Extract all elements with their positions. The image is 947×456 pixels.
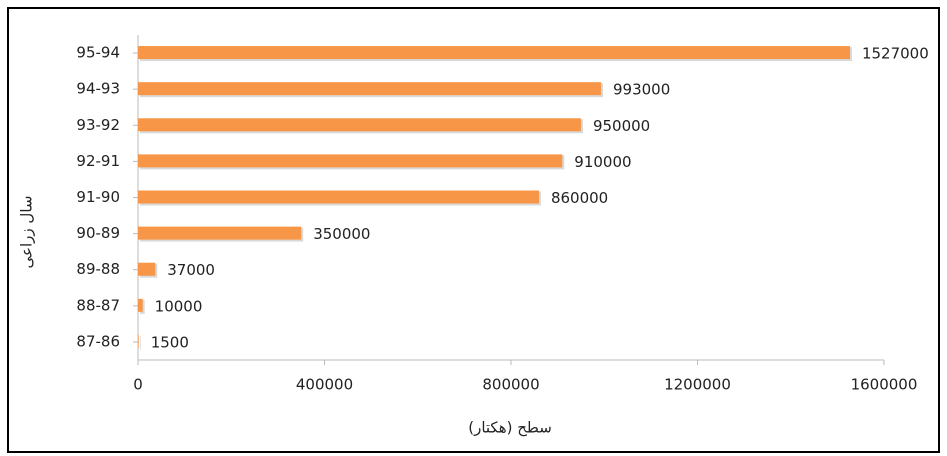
y-tick-label: 93-92 [76, 116, 120, 134]
data-label: 37000 [167, 261, 215, 279]
bar [138, 82, 601, 96]
x-tick-label: 1600000 [851, 376, 918, 394]
data-label: 910000 [574, 153, 631, 171]
y-tick-label: 91-90 [76, 188, 120, 206]
y-tick-label: 87-86 [76, 332, 120, 350]
data-label: 350000 [313, 225, 370, 243]
bar [138, 190, 539, 204]
bar [138, 298, 143, 312]
y-tick-label: 94-93 [76, 80, 120, 98]
bar [138, 154, 563, 168]
data-label: 1527000 [862, 45, 929, 63]
y-tick-label: 90-89 [76, 224, 120, 242]
bar [138, 262, 156, 276]
y-tick-label: 89-88 [76, 260, 120, 278]
x-tick-label: 800000 [482, 376, 539, 394]
bar [138, 334, 139, 348]
data-label: 993000 [613, 81, 670, 99]
x-axis-label: سطح (هکتار) [468, 419, 552, 437]
bar-shadow [140, 335, 141, 350]
data-label: 10000 [155, 297, 203, 315]
bar [138, 46, 850, 60]
data-label: 950000 [593, 117, 650, 135]
y-tick-label: 88-87 [76, 296, 120, 314]
bar [138, 226, 302, 240]
y-axis-label: سال زراعی [18, 196, 36, 269]
y-tick-label: 92-91 [76, 152, 120, 170]
bar [138, 118, 581, 132]
data-label: 860000 [551, 189, 608, 207]
y-tick-label: 95-94 [76, 44, 120, 62]
x-tick-label: 0 [133, 376, 143, 394]
x-tick-label: 1200000 [664, 376, 731, 394]
data-label: 1500 [151, 333, 189, 351]
x-tick-label: 400000 [296, 376, 353, 394]
